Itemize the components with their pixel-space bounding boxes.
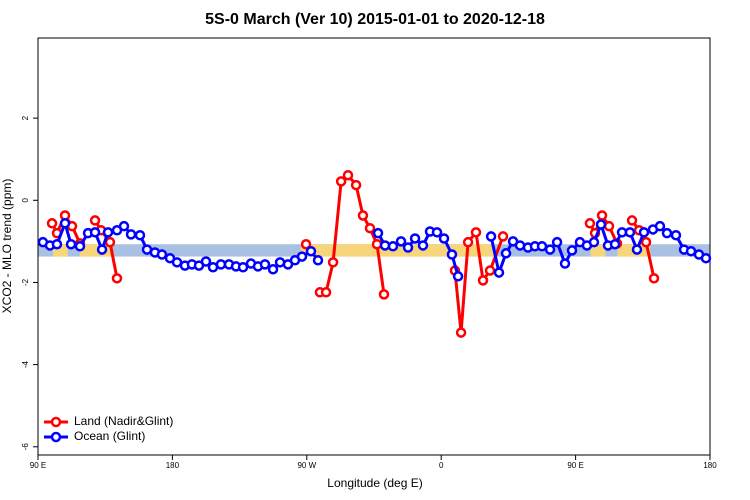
point [624,227,636,238]
y-tick-label: -4 [21,361,30,369]
x-tick-label: 0 [439,461,444,470]
point [335,176,347,187]
x-axis-label: Longitude (deg E) [327,476,422,490]
y-tick-label: -2 [21,278,30,286]
point [89,215,101,226]
point [74,241,86,252]
point [648,273,660,284]
point [638,227,650,238]
point [51,238,63,250]
point [544,244,556,255]
point [455,327,467,338]
point [237,261,249,273]
point [596,210,608,221]
point [595,219,607,230]
point [350,179,362,191]
legend-marker [50,416,62,428]
point [640,236,652,248]
point [364,222,376,234]
point [700,252,712,264]
point [452,271,464,282]
point [342,169,354,181]
point [551,236,563,248]
point [372,227,384,239]
point [320,287,332,298]
point [89,227,101,238]
x-tick-label: 180 [703,461,717,470]
point [661,227,673,239]
point [485,231,497,242]
point [378,289,390,300]
y-tick-label: 2 [21,115,30,120]
point [102,227,114,238]
point [431,227,443,238]
chart-title: 5S-0 March (Ver 10) 2015-01-01 to 2020-1… [205,11,545,28]
point [134,229,146,241]
point [584,218,596,229]
point [96,244,108,255]
point [402,242,414,253]
point [409,233,421,244]
point [493,267,505,278]
point [200,256,212,267]
point [312,255,324,266]
point [215,259,227,270]
highlight [300,244,495,257]
point [559,258,571,269]
point [631,244,643,255]
x-tick-label: 90 W [297,461,316,470]
point [327,257,339,268]
point [267,264,279,275]
point [670,229,682,241]
point [588,236,600,248]
point [296,251,308,262]
point [371,238,383,250]
point [654,220,666,232]
point [500,248,512,259]
point [462,236,474,248]
legend-marker [50,431,62,443]
point [118,220,130,232]
plot-frame [37,37,711,456]
y-tick-label: 0 [21,198,30,203]
point [438,233,450,244]
point [446,249,458,260]
point [357,210,369,221]
legend-label: Land (Nadir&Glint) [74,414,173,428]
point [111,273,123,284]
x-tick-label: 90 E [30,461,46,470]
point [46,218,58,229]
point [609,238,621,250]
point [470,227,482,238]
point [484,265,496,276]
point [536,241,548,252]
point [387,241,399,252]
x-tick-label: 180 [166,461,180,470]
y-axis-label: XCO2 - MLO trend (ppm) [0,179,14,314]
point [603,220,615,232]
point [156,249,168,260]
y-tick-label: -6 [21,443,30,451]
point [566,245,578,256]
point [300,238,312,250]
point [305,245,317,257]
point [477,275,489,286]
point [259,259,271,270]
point [626,215,638,226]
point [59,218,71,229]
point [65,238,77,250]
point [125,229,137,240]
point [395,236,407,247]
point [417,240,429,251]
x-tick-label: 90 E [567,461,583,470]
legend-label: Ocean (Glint) [74,429,145,443]
point [497,231,509,242]
